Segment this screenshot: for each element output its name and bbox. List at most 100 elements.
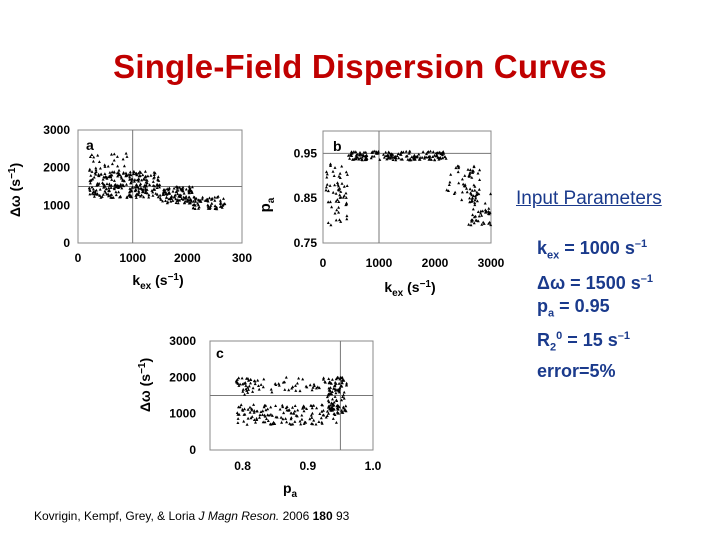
scatter-point [473,188,477,192]
scatter-point [323,380,327,384]
scatter-point [338,196,342,199]
scatter-point [107,186,111,190]
scatter-point [408,149,411,153]
scatter-point [94,191,97,195]
scatter-point [245,377,248,380]
scatter-point [291,422,295,426]
scatter-point [330,406,334,410]
scatter-point [404,154,408,158]
scatter-point [246,385,250,389]
scatter-point [91,190,95,193]
scatter-point [340,164,344,168]
panel-c-ytick-label: 2000 [169,370,196,384]
scatter-point [246,391,250,394]
scatter-point [325,170,328,174]
scatter-point [399,150,403,154]
scatter-point [129,177,133,181]
scatter-point [137,189,141,193]
scatter-point [144,183,148,187]
scatter-point [475,190,479,194]
scatter-point [141,190,145,194]
scatter-point [305,385,309,389]
scatter-point [114,190,118,194]
scatter-point [235,411,239,414]
scatter-point [468,168,472,171]
scatter-point [176,201,180,205]
scatter-point [334,398,338,402]
scatter-point [425,155,429,159]
scatter-point [140,193,144,197]
scatter-point [114,193,118,197]
scatter-point [467,222,471,226]
scatter-point [460,190,464,194]
panel-a-xtick-label: 1000 [119,251,146,265]
scatter-point [327,411,330,415]
scatter-point [376,150,380,153]
scatter-point [213,207,217,210]
scatter-point [176,188,180,192]
panel-a-ytick-label: 3000 [43,123,70,137]
scatter-point [322,376,326,380]
scatter-point [94,172,98,176]
scatter-point [251,390,255,393]
scatter-point [250,415,254,418]
scatter-point [90,153,94,156]
param-r2: R20 = 15 s–1 [537,330,631,354]
scatter-point [328,389,332,393]
scatter-point [472,183,476,187]
scatter-point [487,210,490,213]
scatter-point [288,422,292,425]
scatter-point [92,195,96,198]
scatter-point [174,201,178,204]
scatter-point [252,409,256,412]
scatter-point [143,186,147,190]
scatter-point [274,415,278,419]
scatter-point [364,157,368,160]
scatter-point [176,198,180,202]
scatter-point [206,206,210,210]
scatter-point [341,411,345,414]
scatter-point [334,199,338,203]
scatter-point [318,412,322,415]
scatter-point [474,196,478,200]
panel-c-ylabel: Δω (s−1) [137,358,153,412]
scatter-point [327,386,331,390]
scatter-point [339,384,343,387]
scatter-point [145,181,149,185]
scatter-point [338,193,342,197]
scatter-point [301,377,305,381]
scatter-point [296,408,300,412]
scatter-point [125,196,129,199]
scatter-point [472,164,476,168]
scatter-point [294,384,297,387]
scatter-point [142,177,146,181]
scatter-point [246,407,250,411]
scatter-point [332,403,336,407]
scatter-point [135,171,138,175]
scatter-point [312,382,316,386]
scatter-point [115,171,119,175]
scatter-point [475,199,479,203]
scatter-point [324,185,328,189]
scatter-point [295,381,299,385]
input-parameters-heading: Input Parameters [516,188,662,209]
scatter-point [445,188,449,192]
scatter-point [328,200,332,204]
scatter-point [139,171,143,174]
scatter-point [165,196,169,199]
scatter-point [156,195,160,199]
scatter-point [437,156,441,160]
scatter-point [130,189,134,193]
scatter-point [98,194,102,197]
scatter-point [325,183,329,186]
scatter-point [463,184,467,188]
scatter-point [147,195,151,199]
scatter-point [187,195,191,199]
scatter-point [303,405,306,409]
scatter-point [328,380,332,384]
scatter-point [310,388,314,392]
scatter-point [470,218,473,222]
scatter-point [283,388,287,391]
scatter-point [87,186,91,190]
scatter-point [158,185,161,189]
